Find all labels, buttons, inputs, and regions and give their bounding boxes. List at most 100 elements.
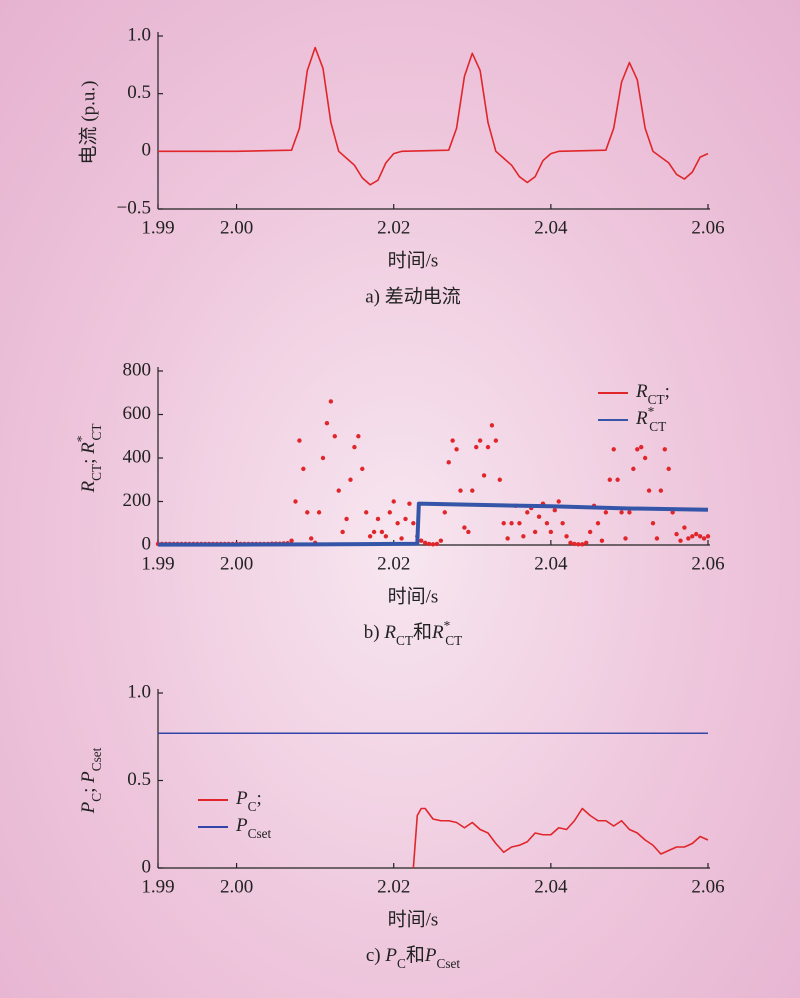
- data-point: [442, 510, 447, 515]
- y-axis-label: 电流 (p.u.): [77, 81, 99, 165]
- x-axis-label: 时间/s: [388, 249, 439, 271]
- data-point: [525, 510, 530, 515]
- caption: c) PC和PCset: [366, 944, 461, 970]
- x-tick-label: 2.02: [377, 553, 410, 574]
- data-point: [595, 521, 601, 526]
- data-point: [678, 538, 683, 543]
- y-tick-label: 400: [123, 446, 152, 467]
- data-point: [297, 438, 302, 443]
- data-point: [631, 466, 636, 472]
- data-point: [348, 477, 353, 482]
- data-point: [686, 536, 691, 541]
- data-point: [419, 538, 424, 543]
- data-point: [619, 510, 624, 515]
- y-tick-label: 0: [142, 533, 152, 554]
- data-point: [690, 534, 695, 539]
- data-point: [320, 455, 326, 461]
- data-point: [627, 510, 632, 515]
- data-point: [379, 529, 385, 535]
- x-tick-label: 2.02: [377, 876, 410, 897]
- data-point: [580, 542, 585, 547]
- y-tick-label: 0.5: [127, 769, 151, 790]
- data-point: [438, 538, 444, 543]
- data-point: [481, 473, 487, 478]
- data-point: [450, 438, 455, 443]
- data-point: [505, 536, 510, 541]
- legend-label: PC;: [235, 788, 262, 813]
- data-point: [391, 499, 396, 504]
- x-tick-label: 2.06: [691, 553, 724, 574]
- data-point: [328, 399, 334, 404]
- data-point: [639, 444, 644, 450]
- data-point: [584, 540, 589, 546]
- y-tick-label: 800: [123, 359, 152, 380]
- data-point: [587, 529, 593, 535]
- data-point: [658, 488, 664, 493]
- data-point: [309, 536, 314, 541]
- data-point: [360, 466, 365, 472]
- x-axis-label: 时间/s: [388, 585, 439, 607]
- data-point: [662, 447, 667, 452]
- data-point: [332, 434, 337, 439]
- data-point: [556, 499, 561, 504]
- data-point: [564, 534, 569, 539]
- y-tick-label: 0: [142, 140, 152, 161]
- chart-panel: 0 0.5 1.0 1.99 2.00 2.02 2.04 2.06 PC; PCset 时间/s…: [78, 681, 724, 970]
- data-point: [705, 534, 711, 539]
- x-tick-label: 2.06: [691, 876, 724, 897]
- data-point: [623, 536, 628, 541]
- data-point: [560, 521, 565, 526]
- data-point: [352, 444, 357, 450]
- chart-panel: −0.5 0 0.5 1.0 1.99 2.00 2.02 2.04 2.06 电流 (p.u.)…: [77, 24, 724, 307]
- data-point: [462, 525, 467, 530]
- data-point: [293, 499, 298, 504]
- data-point: [474, 444, 479, 450]
- data-point: [536, 514, 542, 519]
- y-tick-label: 200: [123, 490, 152, 511]
- data-point: [387, 510, 392, 515]
- y-tick-label: 0.5: [127, 82, 151, 103]
- data-point: [477, 438, 483, 443]
- data-point: [544, 521, 550, 526]
- data-point: [356, 434, 361, 439]
- y-axis-label: PC; PCset: [78, 747, 103, 814]
- legend-label: RCT;: [635, 381, 670, 406]
- caption: a) 差动电流: [365, 285, 461, 307]
- data-point: [470, 488, 475, 493]
- data-point: [599, 538, 605, 543]
- data-point: [422, 540, 428, 546]
- data-point: [493, 438, 499, 443]
- data-point: [682, 525, 687, 530]
- data-point: [344, 516, 349, 522]
- x-tick-label: 2.04: [534, 217, 568, 238]
- data-point: [430, 542, 436, 547]
- data-point: [697, 534, 703, 539]
- data-point: [446, 460, 451, 465]
- data-point: [289, 538, 294, 543]
- data-point: [383, 534, 389, 539]
- data-point: [466, 529, 471, 535]
- x-tick-label: 1.99: [141, 553, 174, 574]
- data-point: [407, 501, 412, 506]
- x-tick-label: 2.06: [691, 217, 724, 238]
- y-tick-label: 1.0: [127, 681, 151, 702]
- data-line: [158, 46, 709, 186]
- chart-panel: 0 200 400 600 800 1.99 2.00 2.02 2.04 2.06 RCT; R*…: [74, 359, 725, 647]
- y-tick-label: 1.0: [127, 24, 151, 45]
- data-point: [611, 447, 616, 452]
- data-point: [316, 510, 322, 515]
- x-tick-label: 2.02: [377, 217, 410, 238]
- data-point: [532, 529, 538, 535]
- y-tick-label: 600: [123, 403, 152, 424]
- data-point: [674, 531, 679, 537]
- caption: b) RCT和R* CT: [364, 618, 462, 648]
- legend-label: PCset: [235, 815, 272, 840]
- data-point: [364, 510, 369, 515]
- data-point: [635, 447, 640, 452]
- data-point: [458, 488, 463, 493]
- data-point: [371, 529, 377, 535]
- x-tick-label: 2.04: [534, 876, 568, 897]
- data-point: [434, 541, 440, 547]
- data-point: [642, 455, 648, 461]
